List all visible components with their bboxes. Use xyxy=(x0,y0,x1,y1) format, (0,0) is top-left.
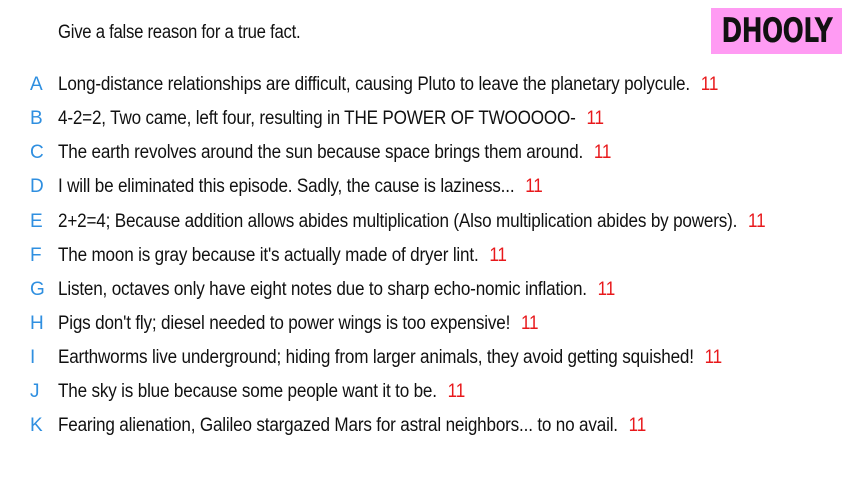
entry-text: Listen, octaves only have eight notes du… xyxy=(58,279,587,300)
entry-score: 11 xyxy=(748,211,765,232)
entry-score: 11 xyxy=(629,415,646,436)
entry-score: 11 xyxy=(448,381,465,402)
entry-line: Fearing alienation, Galileo stargazed Ma… xyxy=(58,415,646,437)
entry-letter: G xyxy=(30,279,45,301)
entry-letter: F xyxy=(30,245,42,267)
entry-row: E 2+2=4; Because addition allows abides … xyxy=(0,209,853,239)
entry-row: A Long-distance relationships are diffic… xyxy=(0,72,853,102)
entry-score: 11 xyxy=(489,245,506,266)
entry-score: 11 xyxy=(598,279,615,300)
entry-row: I Earthworms live underground; hiding fr… xyxy=(0,345,853,375)
entry-letter: B xyxy=(30,108,43,130)
entry-text: The sky is blue because some people want… xyxy=(58,381,437,402)
entry-row: D I will be eliminated this episode. Sad… xyxy=(0,174,853,204)
entry-letter: E xyxy=(30,211,43,233)
entry-text: Long-distance relationships are difficul… xyxy=(58,74,690,95)
entry-line: Pigs don't fly; diesel needed to power w… xyxy=(58,313,538,335)
entry-score: 11 xyxy=(705,347,722,368)
entry-line: Earthworms live underground; hiding from… xyxy=(58,347,722,369)
entry-text: Fearing alienation, Galileo stargazed Ma… xyxy=(58,415,618,436)
entry-text: I will be eliminated this episode. Sadly… xyxy=(58,176,514,197)
entry-score: 11 xyxy=(701,74,718,95)
prompt-title: Give a false reason for a true fact. xyxy=(58,22,300,44)
entry-score: 11 xyxy=(594,142,611,163)
entry-text: Pigs don't fly; diesel needed to power w… xyxy=(58,313,510,334)
entry-letter: A xyxy=(30,74,43,96)
entry-line: The earth revolves around the sun becaus… xyxy=(58,142,611,164)
entry-score: 11 xyxy=(586,108,603,129)
entry-row: J The sky is blue because some people wa… xyxy=(0,379,853,409)
entry-row: B 4-2=2, Two came, left four, resulting … xyxy=(0,106,853,136)
entry-line: 4-2=2, Two came, left four, resulting in… xyxy=(58,108,604,130)
entry-letter: C xyxy=(30,142,44,164)
brand-badge: DHOOLY xyxy=(711,8,842,54)
entry-line: The sky is blue because some people want… xyxy=(58,381,465,403)
entry-text: Earthworms live underground; hiding from… xyxy=(58,347,694,368)
entry-row: G Listen, octaves only have eight notes … xyxy=(0,277,853,307)
entry-text: The moon is gray because it's actually m… xyxy=(58,245,479,266)
entry-row: C The earth revolves around the sun beca… xyxy=(0,140,853,170)
entry-text: The earth revolves around the sun becaus… xyxy=(58,142,583,163)
entry-letter: H xyxy=(30,313,44,335)
entry-letter: J xyxy=(30,381,40,403)
entry-row: F The moon is gray because it's actually… xyxy=(0,243,853,273)
entry-letter: I xyxy=(30,347,35,369)
brand-label: DHOOLY xyxy=(721,11,832,51)
entry-score: 11 xyxy=(525,176,542,197)
entry-letter: K xyxy=(30,415,43,437)
entry-row: H Pigs don't fly; diesel needed to power… xyxy=(0,311,853,341)
entry-letter: D xyxy=(30,176,44,198)
entry-score: 11 xyxy=(521,313,538,334)
entry-line: The moon is gray because it's actually m… xyxy=(58,245,507,267)
entry-row: K Fearing alienation, Galileo stargazed … xyxy=(0,413,853,443)
entry-text: 4-2=2, Two came, left four, resulting in… xyxy=(58,108,576,129)
entry-line: Listen, octaves only have eight notes du… xyxy=(58,279,615,301)
entry-line: 2+2=4; Because addition allows abides mu… xyxy=(58,211,765,233)
entry-line: Long-distance relationships are difficul… xyxy=(58,74,718,96)
entry-text: 2+2=4; Because addition allows abides mu… xyxy=(58,211,737,232)
entry-line: I will be eliminated this episode. Sadly… xyxy=(58,176,543,198)
